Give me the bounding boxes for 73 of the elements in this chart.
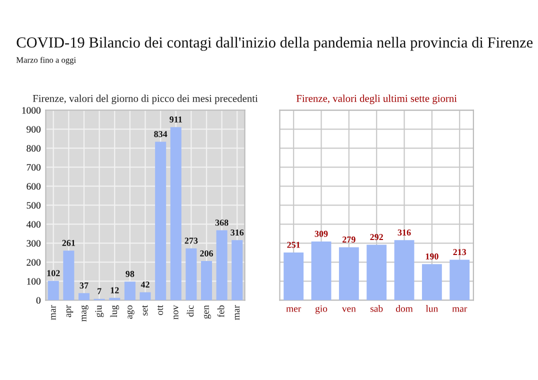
chart-title: Firenze, valori degli ultimi sette giorni <box>296 94 457 104</box>
x-tick-label: mar <box>234 305 240 320</box>
x-tick-label: gen <box>204 305 211 319</box>
bar <box>450 260 470 300</box>
data-label: 368 <box>215 220 228 226</box>
data-label: 261 <box>62 240 75 246</box>
x-tick-label: dom <box>396 305 413 312</box>
bar <box>366 244 387 300</box>
y-tick-label: 600 <box>26 183 40 190</box>
data-label: 309 <box>314 230 328 237</box>
x-tick-label: ott <box>157 305 164 315</box>
bar <box>338 247 359 300</box>
y-tick-label: 0 <box>36 297 40 304</box>
y-tick-label: 400 <box>26 221 40 228</box>
bar <box>78 293 90 300</box>
bar <box>124 282 136 300</box>
y-tick-label: 700 <box>26 164 40 171</box>
data-label: 834 <box>154 131 168 138</box>
x-tick-label: mar <box>452 307 468 312</box>
data-label: 42 <box>140 282 150 288</box>
bar <box>63 250 74 300</box>
bar <box>394 240 414 300</box>
y-tick-label: 1000 <box>22 107 40 114</box>
bar <box>48 280 59 300</box>
bar <box>232 240 243 300</box>
bar <box>170 127 182 300</box>
x-tick-label: ven <box>342 307 356 312</box>
x-tick-label: gio <box>315 305 328 314</box>
data-label: 37 <box>80 282 88 289</box>
bar <box>140 292 151 300</box>
data-label: 102 <box>47 270 60 276</box>
x-tick-label: feb <box>217 305 224 318</box>
x-tick-label: sab <box>370 305 383 312</box>
bar <box>186 248 197 300</box>
x-tick-label: mar <box>51 305 56 320</box>
x-tick-label: mer <box>286 307 302 312</box>
data-label: 7 <box>98 288 102 294</box>
y-tick-label: 300 <box>26 240 40 247</box>
data-label: 98 <box>126 270 134 277</box>
bar <box>284 252 304 300</box>
bar <box>200 261 212 300</box>
y-tick-label: 500 <box>26 202 40 209</box>
y-tick-label: 100 <box>27 278 40 285</box>
x-tick-label: apr <box>66 305 74 318</box>
data-label: 12 <box>110 287 119 294</box>
bar <box>422 264 442 300</box>
data-label: 251 <box>287 242 300 248</box>
text: Firenze, valori del giorno di picco dei mesi precedenti <box>32 94 258 104</box>
x-tick-label: mag <box>81 305 88 322</box>
data-label: 292 <box>370 234 383 240</box>
x-tick-label: ago <box>127 305 134 319</box>
data-label: 316 <box>230 229 244 236</box>
data-label: 190 <box>426 253 438 260</box>
chart-subtitle: Marzo fino a oggi <box>16 56 76 64</box>
data-label: 206 <box>200 250 214 256</box>
x-tick-label: giu <box>95 305 104 318</box>
x-tick-label: lug <box>110 305 120 318</box>
data-label: 273 <box>184 238 198 244</box>
x-tick-label: nov <box>174 305 178 320</box>
data-label: 213 <box>453 249 466 256</box>
x-tick-label: set <box>142 305 148 316</box>
y-tick-label: 800 <box>26 145 40 152</box>
data-label: 911 <box>170 116 182 122</box>
bar <box>155 142 166 300</box>
chart-title: COVID-19 Bilancio dei contagi dall'inizio della pandemia nella provincia di Firenze <box>16 36 533 51</box>
bar <box>216 230 228 300</box>
data-label: 279 <box>342 236 356 243</box>
data-label: 316 <box>398 229 411 236</box>
y-tick-label: 200 <box>26 259 40 266</box>
x-tick-label: dic <box>186 305 194 317</box>
x-tick-label: lun <box>426 305 438 312</box>
bar <box>311 241 332 300</box>
y-tick-label: 900 <box>26 126 40 133</box>
